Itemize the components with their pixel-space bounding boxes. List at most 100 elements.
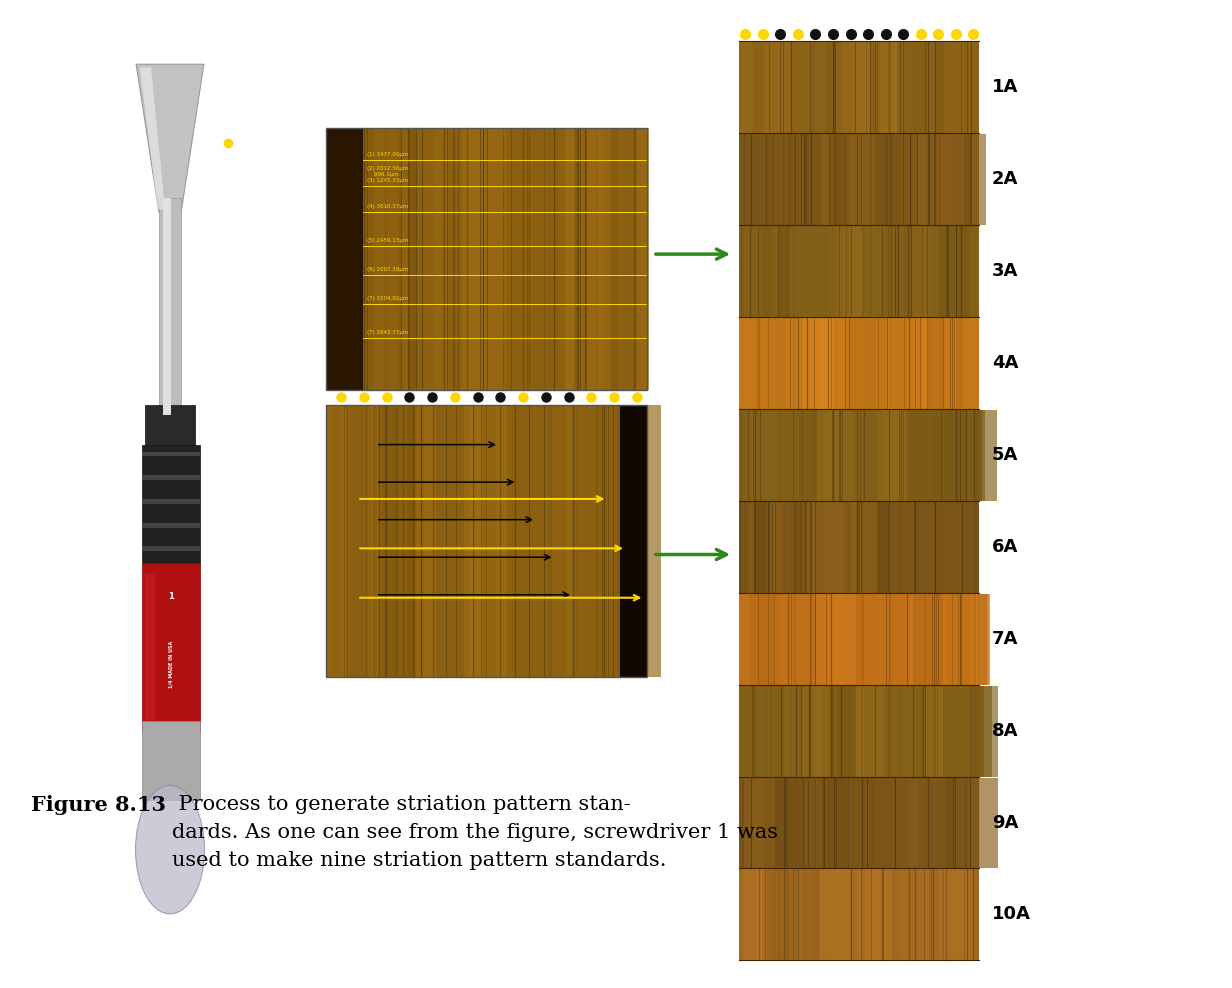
- Ellipse shape: [136, 785, 205, 914]
- Bar: [349, 128, 372, 390]
- Bar: [764, 778, 795, 868]
- Bar: [793, 134, 822, 225]
- Bar: [925, 686, 942, 777]
- Bar: [807, 502, 822, 593]
- Bar: [865, 502, 892, 593]
- Bar: [902, 134, 917, 225]
- Bar: [739, 318, 979, 409]
- Bar: [876, 318, 897, 409]
- Text: 6A: 6A: [992, 537, 1018, 556]
- Bar: [933, 318, 940, 409]
- Text: (7) 2643.37μm: (7) 2643.37μm: [367, 330, 408, 335]
- Bar: [803, 318, 814, 409]
- Bar: [357, 405, 379, 677]
- Bar: [944, 318, 956, 409]
- Bar: [807, 134, 822, 225]
- Bar: [798, 686, 804, 777]
- Bar: [807, 502, 828, 593]
- Bar: [901, 410, 909, 501]
- Bar: [370, 405, 388, 677]
- Polygon shape: [137, 64, 205, 212]
- Bar: [812, 410, 825, 501]
- Bar: [785, 778, 801, 868]
- Bar: [882, 410, 904, 501]
- Bar: [938, 318, 962, 409]
- Bar: [786, 502, 808, 593]
- Text: (6) 2097.39μm: (6) 2097.39μm: [367, 267, 408, 272]
- Bar: [739, 134, 979, 225]
- Bar: [749, 502, 777, 593]
- Bar: [777, 778, 788, 868]
- Bar: [145, 573, 155, 721]
- Bar: [464, 405, 473, 677]
- Bar: [471, 128, 488, 390]
- Bar: [382, 128, 394, 390]
- Bar: [768, 778, 793, 868]
- Bar: [575, 128, 598, 390]
- Bar: [947, 594, 973, 685]
- Bar: [832, 134, 844, 225]
- Bar: [775, 134, 788, 225]
- Bar: [142, 445, 200, 563]
- Bar: [955, 410, 982, 501]
- Bar: [828, 318, 853, 409]
- Bar: [885, 226, 897, 317]
- Bar: [915, 318, 939, 409]
- Bar: [851, 502, 877, 593]
- Bar: [849, 318, 866, 409]
- Bar: [909, 778, 926, 868]
- Bar: [739, 410, 979, 501]
- Bar: [934, 134, 963, 225]
- Bar: [344, 405, 351, 677]
- Bar: [859, 686, 867, 777]
- Text: (5) 2459.13μm: (5) 2459.13μm: [367, 238, 408, 243]
- Bar: [366, 405, 382, 677]
- Text: 10A: 10A: [992, 905, 1031, 924]
- Bar: [142, 523, 200, 528]
- Bar: [938, 134, 963, 225]
- Bar: [841, 410, 849, 501]
- Bar: [939, 869, 970, 960]
- Bar: [824, 502, 844, 593]
- Bar: [828, 594, 845, 685]
- Bar: [917, 42, 938, 133]
- Bar: [543, 128, 557, 390]
- Bar: [163, 198, 171, 415]
- Bar: [860, 318, 886, 409]
- Bar: [857, 869, 880, 960]
- Bar: [823, 226, 850, 317]
- Bar: [906, 410, 929, 501]
- Bar: [834, 410, 846, 501]
- Bar: [446, 128, 463, 390]
- Text: 4A: 4A: [992, 354, 1018, 372]
- Bar: [435, 128, 457, 390]
- Bar: [898, 226, 920, 317]
- Bar: [972, 686, 992, 777]
- Bar: [739, 778, 979, 868]
- Bar: [781, 686, 797, 777]
- Bar: [434, 128, 444, 390]
- Bar: [142, 499, 200, 504]
- Bar: [542, 128, 558, 390]
- Bar: [917, 226, 938, 317]
- Bar: [855, 42, 871, 133]
- Bar: [476, 128, 492, 390]
- Bar: [463, 128, 485, 390]
- Bar: [800, 869, 811, 960]
- Bar: [493, 128, 506, 390]
- Text: (2) 2012.56μm
    996.1μm
(3) 1245.33μm: (2) 2012.56μm 996.1μm (3) 1245.33μm: [367, 166, 408, 183]
- Bar: [812, 778, 823, 868]
- Bar: [848, 226, 869, 317]
- Bar: [928, 778, 956, 868]
- Bar: [844, 502, 864, 593]
- Bar: [370, 128, 387, 390]
- Bar: [939, 226, 970, 317]
- Bar: [801, 686, 819, 777]
- Bar: [931, 42, 944, 133]
- Bar: [819, 869, 850, 960]
- Bar: [912, 502, 925, 593]
- Bar: [739, 226, 979, 317]
- Bar: [835, 502, 857, 593]
- Bar: [743, 869, 763, 960]
- Bar: [739, 594, 979, 685]
